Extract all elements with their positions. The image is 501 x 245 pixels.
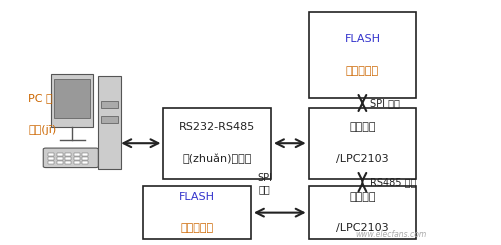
Text: FLASH: FLASH: [179, 192, 215, 202]
Bar: [57, 153, 63, 156]
Bar: [74, 161, 80, 164]
Text: www.elecfans.com: www.elecfans.com: [355, 231, 426, 239]
Bar: [54, 79, 90, 118]
Bar: [101, 101, 118, 108]
Bar: [143, 186, 250, 239]
Bar: [65, 153, 71, 156]
Bar: [308, 186, 415, 239]
Text: FLASH: FLASH: [344, 34, 380, 44]
Text: SPI 通訊: SPI 通訊: [369, 98, 399, 108]
Bar: [48, 157, 54, 160]
Bar: [74, 157, 80, 160]
Bar: [82, 161, 88, 164]
Bar: [101, 116, 118, 123]
Text: /LPC2103: /LPC2103: [335, 154, 388, 164]
Text: RS485 通訊: RS485 通訊: [369, 177, 415, 187]
Text: 存儲器模塊: 存儲器模塊: [180, 223, 213, 233]
Text: 存儲器模塊: 存儲器模塊: [345, 66, 378, 76]
Text: 轉(zhuǎn)換電路: 轉(zhuǎn)換電路: [182, 154, 252, 164]
Bar: [163, 108, 271, 179]
Bar: [74, 153, 80, 156]
Bar: [65, 157, 71, 160]
FancyBboxPatch shape: [43, 148, 98, 168]
Text: 主站模塊: 主站模塊: [348, 122, 375, 132]
Bar: [308, 108, 415, 179]
Bar: [82, 153, 88, 156]
Bar: [48, 153, 54, 156]
Bar: [82, 157, 88, 160]
Bar: [57, 161, 63, 164]
Text: 位機(jī): 位機(jī): [28, 125, 57, 135]
Text: 從站模塊: 從站模塊: [348, 192, 375, 202]
Bar: [98, 76, 121, 169]
Bar: [48, 161, 54, 164]
Text: SPI
通訊: SPI 通訊: [257, 173, 272, 194]
Text: PC 上: PC 上: [28, 93, 53, 103]
Text: RS232-RS485: RS232-RS485: [179, 122, 255, 132]
Bar: [65, 161, 71, 164]
Bar: [57, 157, 63, 160]
Bar: [308, 12, 415, 98]
Text: /LPC2103: /LPC2103: [335, 223, 388, 233]
Bar: [51, 74, 93, 127]
